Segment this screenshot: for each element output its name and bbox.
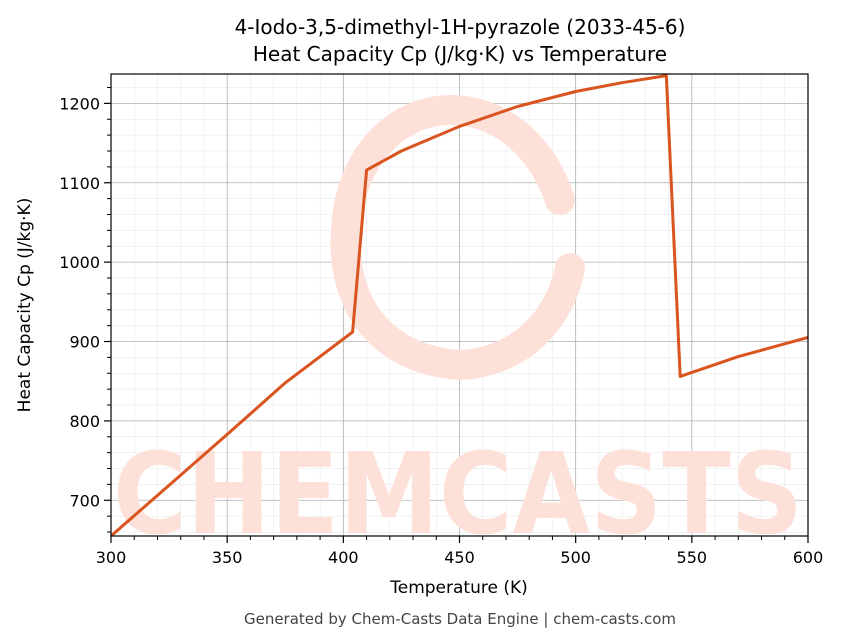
chart-title: 4-Iodo-3,5-dimethyl-1H-pyrazole (2033-45… [235,15,686,39]
y-axis: 700 800 900 1000 1100 1200 [59,86,111,533]
y-tick-label: 700 [69,491,100,510]
x-tick-label: 500 [560,548,591,567]
y-tick-label: 1000 [59,253,100,272]
y-tick-label: 800 [69,412,100,431]
x-tick-label: 550 [677,548,708,567]
chemcasts-watermark: CHEMCASTS [113,95,803,560]
x-axis: 300 350 400 450 500 550 600 [96,536,824,567]
watermark-text: CHEMCASTS [113,430,803,560]
heat-capacity-line [111,74,808,536]
x-tick-label: 400 [328,548,359,567]
y-tick-label: 1200 [59,94,100,113]
chart-subtitle: Heat Capacity Cp (J/kg·K) vs Temperature [253,42,667,66]
x-tick-label: 300 [96,548,127,567]
y-tick-label: 900 [69,333,100,352]
y-axis-label: Heat Capacity Cp (J/kg·K) [15,198,35,413]
watermark-logo-swirl [330,95,585,381]
x-axis-label: Temperature (K) [389,578,528,598]
x-tick-label: 450 [444,548,475,567]
y-tick-label: 1100 [59,174,100,193]
series-layer [111,74,808,536]
x-tick-label: 350 [212,548,243,567]
x-tick-label: 600 [793,548,824,567]
footer-credit: Generated by Chem-Casts Data Engine | ch… [244,610,676,628]
